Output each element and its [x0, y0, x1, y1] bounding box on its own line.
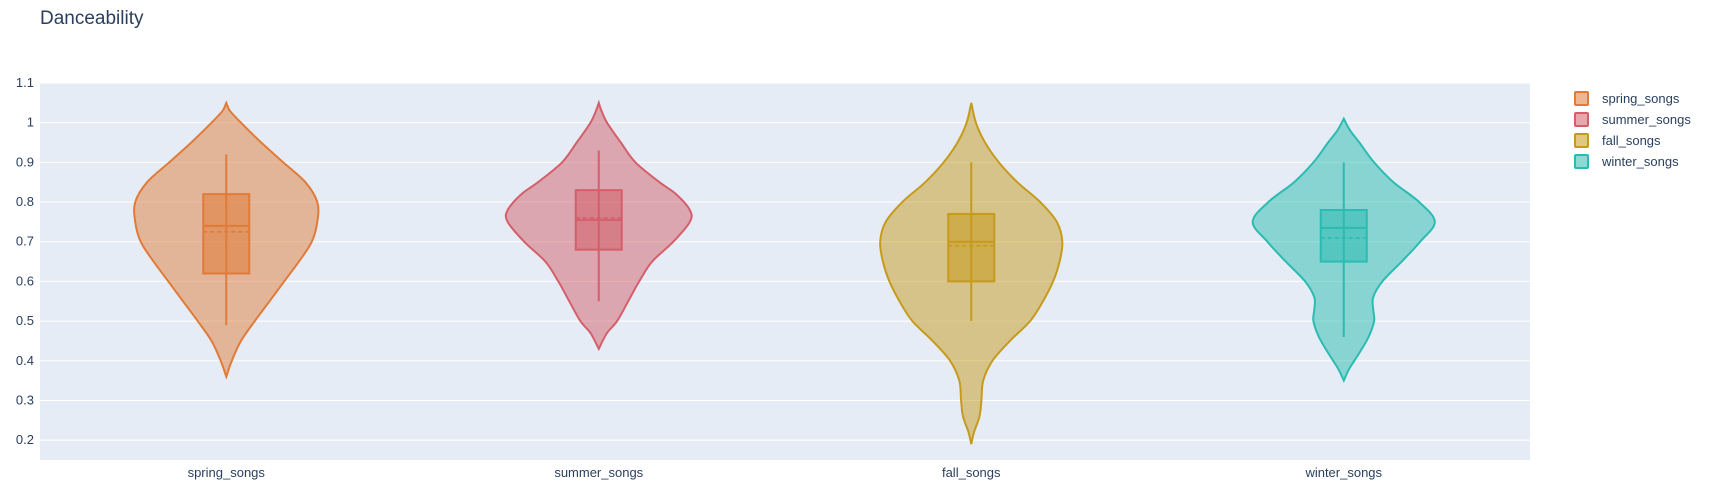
- y-tick-label: 0.4: [16, 353, 34, 368]
- box[interactable]: [202, 193, 251, 275]
- y-tick-label: 1.1: [16, 75, 34, 90]
- violin-fall_songs[interactable]: [879, 102, 1064, 445]
- legend[interactable]: spring_songs summer_songs fall_songswinter…: [1574, 91, 1691, 169]
- legend-label: winter_songs: [1601, 154, 1679, 169]
- x-axis: spring_songs summer_songs fall_songs winter…: [188, 465, 1383, 480]
- violin-winter_songs[interactable]: [1251, 116, 1436, 383]
- y-tick-label: 0.3: [16, 392, 34, 407]
- violins: [133, 99, 1436, 445]
- legend-label: spring_songs: [1602, 91, 1680, 106]
- y-axis: 0.2 0.3 0.4 0.5 0.6 0.7 0.8 0.9 1 1.1: [16, 75, 34, 447]
- legend-item-winter_songs[interactable]: winter_songs: [1574, 154, 1679, 169]
- legend-swatch: [1574, 112, 1589, 127]
- legend-swatch: [1574, 133, 1589, 148]
- y-tick-label: 0.2: [16, 432, 34, 447]
- x-tick-label: winter_songs: [1304, 465, 1382, 480]
- legend-item-summer_songs[interactable]: summer_songs: [1574, 112, 1691, 127]
- y-tick-label: 0.5: [16, 313, 34, 328]
- y-tick-label: 0.6: [16, 273, 34, 288]
- violin-spring_songs[interactable]: [133, 100, 320, 380]
- legend-label: fall_songs: [1602, 133, 1661, 148]
- y-tick-label: 0.9: [16, 154, 34, 169]
- x-tick-label: spring_songs: [188, 465, 266, 480]
- y-tick-label: 1: [27, 115, 34, 130]
- y-tick-label: 0.8: [16, 194, 34, 209]
- violin-summer_songs[interactable]: [504, 99, 693, 352]
- legend-item-spring_songs[interactable]: spring_songs: [1574, 91, 1680, 106]
- chart-title: Danceability: [40, 8, 144, 29]
- box[interactable]: [947, 212, 996, 283]
- box[interactable]: [1319, 208, 1368, 263]
- legend-item-fall_songs[interactable]: fall_songs: [1574, 133, 1661, 148]
- y-tick-label: 0.7: [16, 234, 34, 249]
- legend-label: summer_songs: [1602, 112, 1691, 127]
- legend-swatch: [1574, 154, 1589, 169]
- x-tick-label: summer_songs: [554, 465, 643, 480]
- x-tick-label: fall_songs: [942, 465, 1001, 480]
- legend-swatch: [1574, 91, 1589, 106]
